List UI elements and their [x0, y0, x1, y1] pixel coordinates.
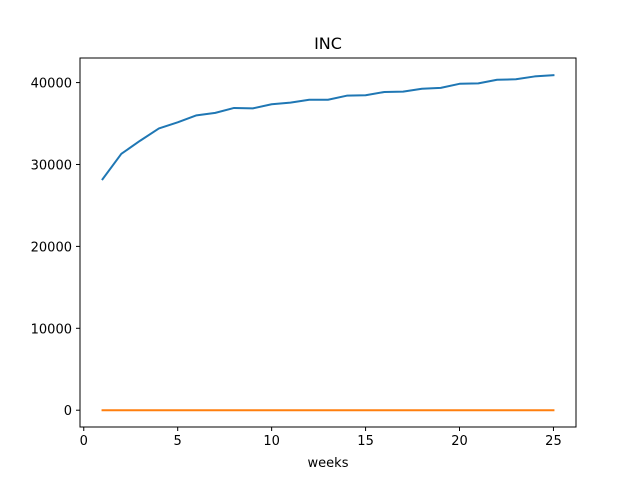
x-tick-label: 10 — [263, 434, 280, 449]
x-tick-label: 25 — [545, 434, 562, 449]
y-tick-label: 10000 — [31, 322, 72, 337]
y-axis: 0 10000 20000 30000 40000 — [31, 77, 80, 419]
x-tick-label: 5 — [174, 434, 182, 449]
x-tick-label: 20 — [451, 434, 468, 449]
y-tick-label: 40000 — [31, 77, 72, 92]
y-tick-label: 20000 — [31, 240, 72, 255]
y-tick-label: 0 — [64, 404, 72, 419]
x-tick-label: 15 — [357, 434, 374, 449]
x-tick-label: 0 — [80, 434, 88, 449]
series-layer — [101, 74, 555, 412]
chart-title: INC — [314, 34, 342, 53]
y-tick-label: 30000 — [31, 158, 72, 173]
x-axis-label: weeks — [308, 456, 349, 471]
plot-area — [80, 58, 576, 427]
x-axis: 0 5 10 15 20 25 — [80, 427, 562, 449]
plot-frame — [79, 57, 577, 428]
